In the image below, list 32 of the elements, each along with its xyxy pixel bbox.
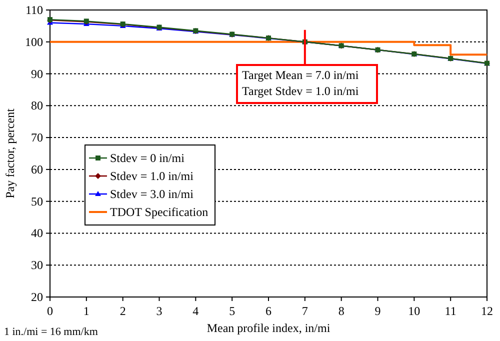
x-tick-label: 3 <box>156 304 162 318</box>
x-tick-label: 10 <box>408 304 420 318</box>
y-tick-label: 100 <box>25 34 43 49</box>
y-axis-title: Pay factor, percent <box>3 108 17 198</box>
x-tick-label: 12 <box>481 304 493 318</box>
x-tick-label: 7 <box>302 304 308 318</box>
x-tick-label: 6 <box>266 304 272 318</box>
legend-label: TDOT Specification <box>110 205 208 219</box>
legend-label: Stdev = 0 in/mi <box>110 151 186 165</box>
y-tick-label: 30 <box>31 258 43 272</box>
x-tick-label: 9 <box>374 304 381 318</box>
text: 1 in./mi = 16 mm/km <box>4 326 98 338</box>
legend-label: Stdev = 3.0 in/mi <box>110 187 194 201</box>
x-tick-label: 11 <box>444 304 456 318</box>
annotation: Target Stdev = 1.0 in/mi <box>242 84 360 98</box>
annotation: Target Mean = 7.0 in/mi <box>242 68 360 82</box>
x-tick-label: 2 <box>120 304 126 318</box>
y-tick-label: 50 <box>31 194 43 208</box>
x-tick-label: 0 <box>47 304 53 318</box>
y-tick-label: 20 <box>31 290 43 304</box>
x-tick-label: 8 <box>338 304 344 318</box>
legend-label: Stdev = 1.0 in/mi <box>110 169 194 183</box>
y-tick-label: 40 <box>31 226 43 240</box>
x-tick-label: 1 <box>83 304 90 318</box>
y-tick-label: 70 <box>31 130 43 145</box>
x-tick-label: 5 <box>229 304 236 318</box>
y-tick-label: 90 <box>31 66 43 81</box>
x-tick-label: 4 <box>192 304 199 318</box>
x-axis-title: Mean profile index, in/mi <box>206 321 331 335</box>
y-tick-label: 60 <box>31 162 43 176</box>
y-tick-label: 80 <box>31 98 43 113</box>
y-tick-label: 110 <box>25 3 43 17</box>
